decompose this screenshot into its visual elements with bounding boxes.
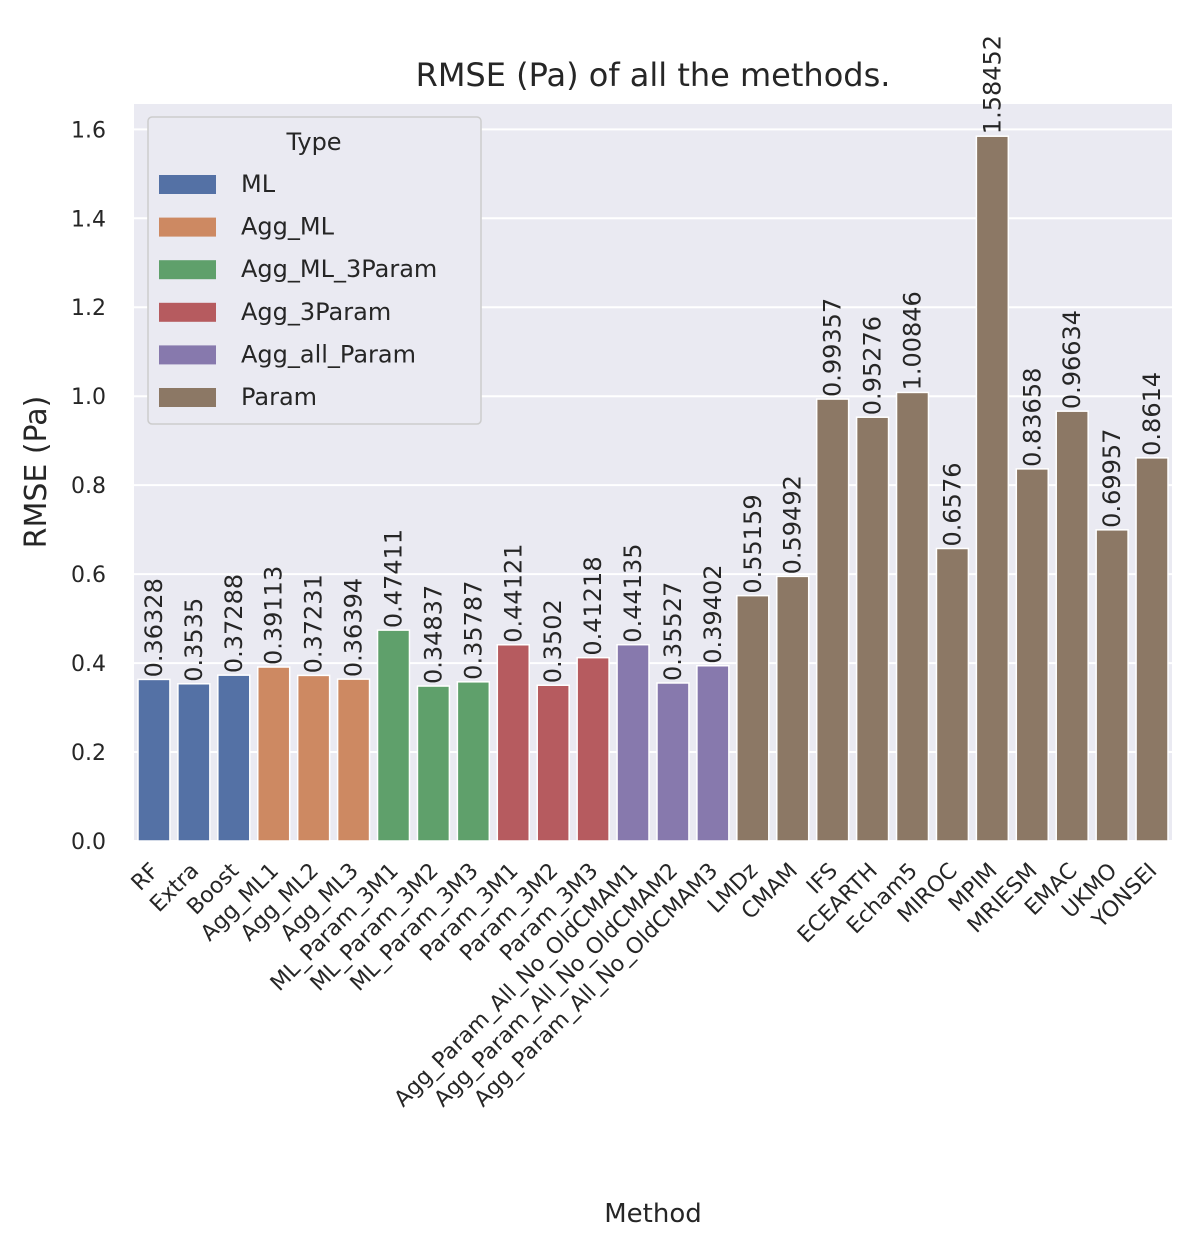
bar-value-label: 0.37288 (220, 574, 248, 673)
bar (855, 416, 890, 842)
bar (296, 674, 331, 842)
bar (975, 135, 1010, 842)
y-axis-label: RMSE (Pa) (19, 396, 54, 549)
bar (696, 664, 730, 842)
legend-swatch (159, 260, 216, 280)
y-tick-label: 1.4 (71, 207, 106, 232)
bar (137, 678, 171, 842)
legend-entries: ML Agg_ML Agg_ML_3Param Agg_3Param Agg_all_P… (159, 170, 437, 411)
bar-value-label: 0.3535 (180, 598, 208, 682)
y-tick-label: 0.8 (71, 474, 106, 499)
bar-value-labels: 0.36328 0.3535 0.37288 0.39113 0.37231 0.3639… (140, 35, 1166, 684)
bar-value-label: 0.39402 (699, 564, 727, 663)
bar (935, 547, 970, 842)
legend-label: Agg_3Param (241, 298, 391, 326)
bar (736, 594, 770, 842)
chart-title: RMSE (Pa) of all the methods. (416, 56, 891, 94)
bar (1055, 410, 1089, 842)
legend-swatch (159, 217, 216, 237)
bar-value-label: 0.44121 (499, 543, 527, 642)
y-tick-label: 0.6 (71, 563, 106, 588)
bar (336, 678, 371, 842)
bar-value-label: 1.58452 (978, 35, 1006, 134)
y-tick-label: 1.0 (71, 385, 106, 410)
legend-label: Agg_ML_3Param (241, 255, 437, 283)
bar-value-label: 0.3502 (539, 599, 567, 683)
legend-swatch (159, 388, 216, 407)
bar-value-label: 0.47411 (380, 529, 408, 628)
legend-box (147, 116, 482, 425)
bar-value-label: 0.6576 (938, 463, 966, 547)
bar-value-label: 0.96634 (1058, 310, 1086, 409)
bar (376, 629, 411, 842)
bars (137, 135, 1169, 842)
legend-label: Param (241, 383, 317, 411)
bar (616, 643, 650, 842)
bar-value-label: 0.8614 (1138, 372, 1166, 456)
bar (576, 656, 610, 842)
bar-value-label: 0.36394 (340, 578, 368, 677)
y-tick-label: 1.2 (71, 296, 106, 321)
bar (416, 685, 451, 842)
y-tick-label: 0.4 (71, 652, 106, 677)
bar-value-label: 0.41218 (579, 556, 607, 655)
bar (257, 666, 291, 842)
bar-value-label: 0.59492 (779, 475, 807, 574)
bar-value-label: 0.83658 (1018, 368, 1046, 467)
bar (815, 398, 850, 842)
bar-value-label: 0.37231 (300, 574, 328, 673)
legend-title: Type (285, 128, 341, 156)
bar (895, 391, 930, 842)
bar-value-label: 0.69957 (1098, 429, 1126, 528)
bar (536, 684, 570, 842)
bar-value-label: 0.39113 (260, 566, 288, 665)
bar (177, 683, 211, 842)
legend-label: Agg_all_Param (241, 340, 416, 368)
bar (1135, 457, 1169, 842)
legend-label: Agg_ML (241, 213, 335, 241)
legend-swatch (159, 302, 216, 322)
bar-value-label: 0.55159 (739, 494, 767, 593)
bar-value-label: 0.34837 (419, 585, 447, 684)
bar-value-label: 0.35527 (659, 582, 687, 681)
y-tick-label: 1.6 (71, 118, 106, 143)
bar (1095, 529, 1129, 842)
bar (217, 674, 251, 842)
bar (456, 681, 491, 842)
bar (496, 643, 530, 842)
bar-value-label: 0.36328 (140, 578, 168, 677)
bar-value-label: 0.95276 (859, 316, 887, 415)
bar (656, 682, 690, 842)
bar-value-label: 0.99357 (819, 298, 847, 397)
legend-swatch (159, 345, 216, 365)
bar-value-label: 1.00846 (899, 291, 927, 390)
y-tick-label: 0.0 (71, 830, 106, 855)
legend-swatch (159, 175, 216, 194)
bar-value-label: 0.35787 (459, 581, 487, 680)
x-axis-label: Method (604, 1199, 702, 1229)
legend-label: ML (241, 170, 276, 198)
y-axis-ticks: 0.0 0.2 0.4 0.6 0.8 1.0 1.2 1.4 1.6 (71, 118, 106, 855)
bar-value-label: 0.44135 (619, 543, 647, 642)
y-tick-label: 0.2 (71, 741, 106, 766)
bar (1015, 468, 1049, 842)
x-axis-ticks: RFExtraBoostAgg_ML1Agg_ML2Agg_ML3ML_Para… (127, 858, 1163, 1112)
bar (776, 575, 810, 842)
legend: Type ML Agg_ML Agg_ML_3Param Agg_3Param Agg_… (147, 116, 482, 425)
